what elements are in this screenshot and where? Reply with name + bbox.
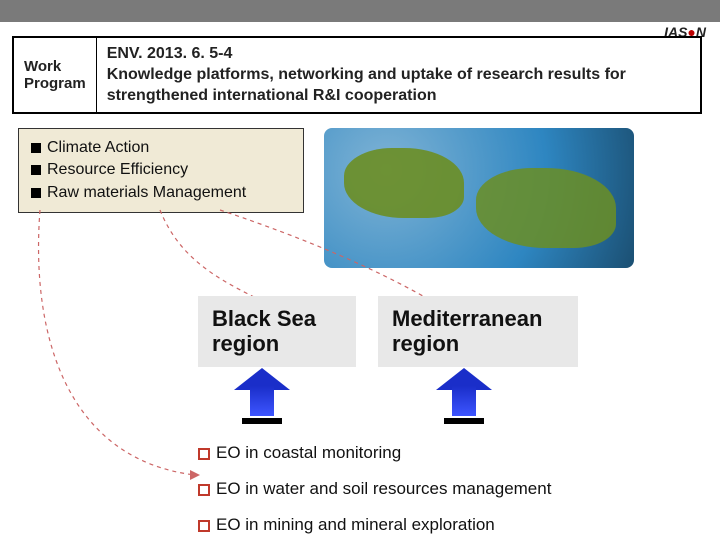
- curve-1: [160, 210, 260, 300]
- region-line2: region: [212, 331, 342, 356]
- theme-row: Climate Action: [31, 137, 291, 159]
- eo-label: EO in coastal monitoring: [216, 443, 401, 462]
- work-program-desc: ENV. 2013. 6. 5-4 Knowledge platforms, n…: [97, 38, 700, 112]
- eo-row: EO in water and soil resources managemen…: [198, 472, 551, 506]
- eo-label: EO in water and soil resources managemen…: [216, 479, 551, 498]
- region-line1: Black Sea: [212, 306, 342, 331]
- hollow-square-bullet-icon: [198, 484, 210, 496]
- square-bullet-icon: [31, 165, 41, 175]
- square-bullet-icon: [31, 188, 41, 198]
- arrow-stem: [250, 386, 274, 416]
- theme-row: Raw materials Management: [31, 182, 291, 204]
- eo-label: EO in mining and mineral exploration: [216, 515, 495, 534]
- region-black-sea: Black Sea region: [198, 296, 356, 367]
- arrow-stem: [452, 386, 476, 416]
- themes-box: Climate Action Resource Efficiency Raw m…: [18, 128, 304, 213]
- up-arrow-icon: [436, 368, 492, 428]
- eo-row: EO in coastal monitoring: [198, 436, 551, 470]
- wp-label-line1: Work: [24, 58, 86, 75]
- region-line1: Mediterranean: [392, 306, 564, 331]
- theme-label: Climate Action: [47, 139, 149, 156]
- globe-image: [324, 128, 634, 268]
- arrow-base: [242, 418, 282, 424]
- region-line2: region: [392, 331, 564, 356]
- eo-list: EO in coastal monitoring EO in water and…: [198, 436, 551, 544]
- wp-label-line2: Program: [24, 75, 86, 92]
- square-bullet-icon: [31, 143, 41, 153]
- hollow-square-bullet-icon: [198, 520, 210, 532]
- up-arrow-icon: [234, 368, 290, 428]
- work-program-box: Work Program ENV. 2013. 6. 5-4 Knowledge…: [12, 36, 702, 114]
- work-program-label: Work Program: [14, 38, 97, 112]
- wp-desc: Knowledge platforms, networking and upta…: [107, 65, 690, 107]
- theme-row: Resource Efficiency: [31, 159, 291, 181]
- theme-label: Resource Efficiency: [47, 161, 188, 178]
- hollow-square-bullet-icon: [198, 448, 210, 460]
- region-mediterranean: Mediterranean region: [378, 296, 578, 367]
- arrow-base: [444, 418, 484, 424]
- wp-code: ENV. 2013. 6. 5-4: [107, 44, 690, 65]
- eo-row: EO in mining and mineral exploration: [198, 508, 551, 542]
- top-bar: [0, 0, 720, 22]
- curve-3: [39, 210, 195, 475]
- theme-label: Raw materials Management: [47, 184, 246, 201]
